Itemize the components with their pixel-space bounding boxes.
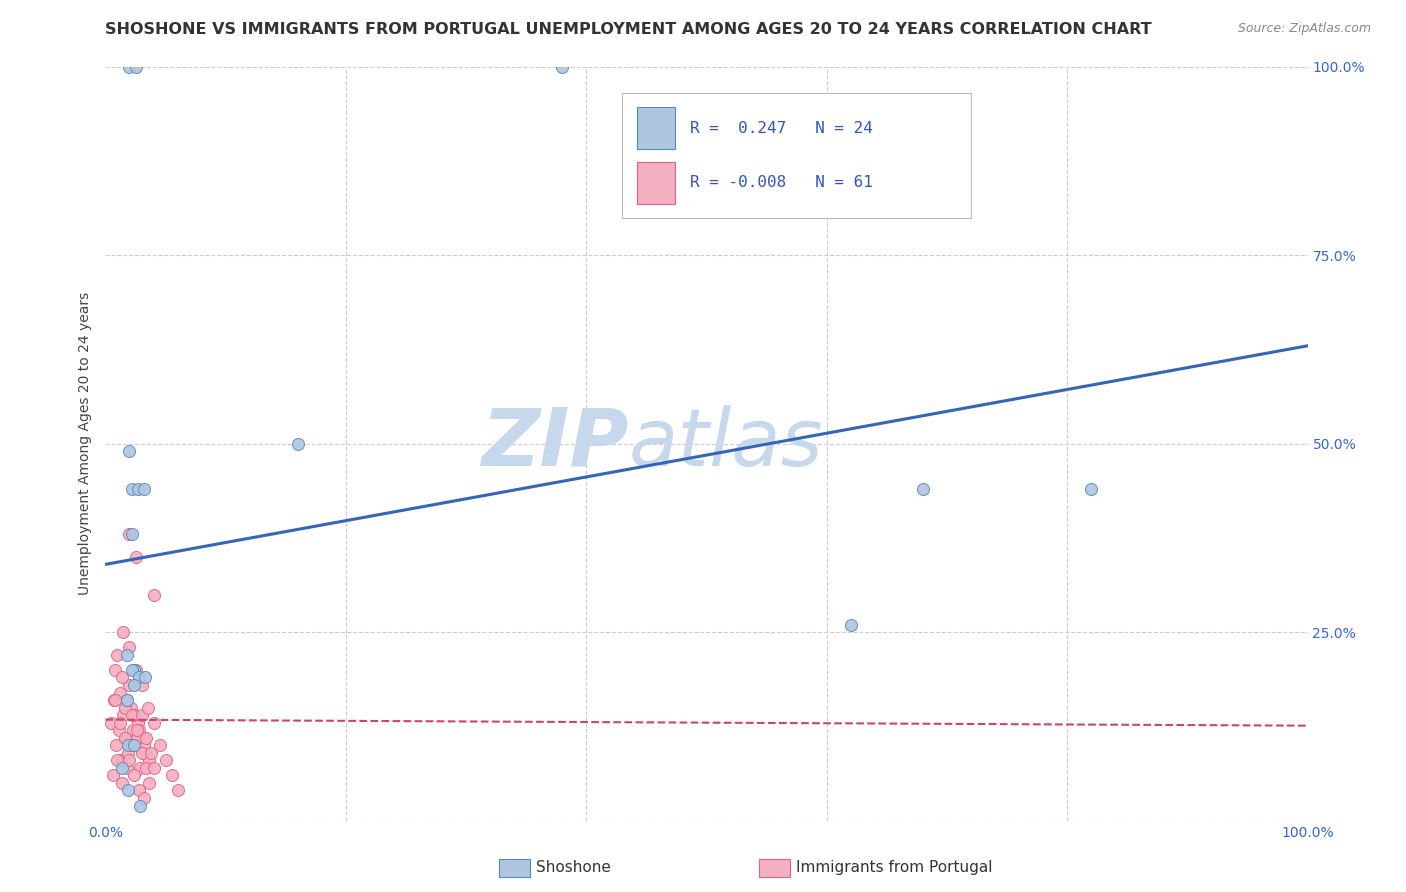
Point	[124, 549, 146, 564]
Text: R =  0.247   N = 24: R = 0.247 N = 24	[690, 120, 873, 136]
Point	[120, 700, 142, 714]
FancyBboxPatch shape	[623, 94, 972, 218]
Point	[112, 625, 135, 640]
Point	[107, 648, 129, 662]
Point	[128, 783, 150, 797]
Point	[134, 746, 156, 760]
Point	[131, 708, 153, 723]
Point	[121, 527, 143, 541]
Bar	[637, 107, 675, 149]
Point	[104, 663, 127, 677]
Point	[129, 761, 152, 775]
Point	[129, 798, 152, 813]
Point	[103, 693, 125, 707]
Text: R = -0.008   N = 61: R = -0.008 N = 61	[690, 176, 873, 190]
Point	[107, 753, 129, 767]
Text: Shoshone: Shoshone	[536, 861, 610, 875]
Point	[122, 723, 145, 738]
Point	[105, 739, 128, 753]
Point	[128, 723, 150, 738]
Point	[911, 482, 934, 496]
Bar	[637, 162, 675, 203]
Point	[121, 482, 143, 496]
Point	[118, 527, 141, 541]
Point	[117, 739, 139, 753]
Point	[100, 715, 122, 730]
Point	[124, 739, 146, 753]
Point	[118, 444, 141, 458]
Point	[104, 693, 127, 707]
Point	[124, 678, 146, 692]
Point	[118, 753, 141, 767]
Point	[139, 746, 162, 760]
Point	[124, 768, 146, 782]
Point	[108, 715, 131, 730]
Point	[142, 761, 165, 775]
Point	[110, 753, 132, 767]
Point	[115, 731, 138, 745]
Text: Immigrants from Portugal: Immigrants from Portugal	[796, 861, 993, 875]
Point	[117, 746, 139, 760]
Point	[127, 715, 149, 730]
Point	[114, 700, 136, 714]
Point	[138, 753, 160, 767]
Point	[131, 678, 153, 692]
Point	[101, 768, 124, 782]
Point	[287, 437, 309, 451]
Point	[114, 731, 136, 745]
Point	[155, 753, 177, 767]
Point	[132, 791, 155, 805]
Point	[115, 648, 138, 662]
Point	[132, 739, 155, 753]
Point	[118, 60, 141, 74]
Y-axis label: Unemployment Among Ages 20 to 24 years: Unemployment Among Ages 20 to 24 years	[79, 293, 93, 595]
Point	[115, 693, 138, 707]
Point	[839, 617, 862, 632]
Point	[121, 739, 143, 753]
Point	[121, 663, 143, 677]
Point	[132, 731, 155, 745]
Point	[115, 693, 138, 707]
Point	[111, 761, 134, 775]
Point	[117, 783, 139, 797]
Point	[111, 670, 134, 684]
Point	[135, 731, 157, 745]
Point	[124, 663, 146, 677]
Point	[148, 739, 170, 753]
Text: ZIP: ZIP	[481, 405, 628, 483]
Point	[121, 708, 143, 723]
Point	[131, 746, 153, 760]
Point	[132, 482, 155, 496]
Point	[118, 678, 141, 692]
Point	[124, 708, 146, 723]
Point	[142, 588, 165, 602]
Point	[124, 60, 146, 74]
Point	[142, 715, 165, 730]
Point	[134, 670, 156, 684]
Point	[166, 783, 188, 797]
Point	[125, 723, 148, 738]
Point	[111, 776, 134, 790]
Point	[124, 739, 146, 753]
Point	[124, 663, 146, 677]
Point	[551, 60, 574, 74]
Point	[107, 723, 129, 738]
Point	[138, 776, 160, 790]
Text: Source: ZipAtlas.com: Source: ZipAtlas.com	[1237, 22, 1371, 36]
Text: SHOSHONE VS IMMIGRANTS FROM PORTUGAL UNEMPLOYMENT AMONG AGES 20 TO 24 YEARS CORR: SHOSHONE VS IMMIGRANTS FROM PORTUGAL UNE…	[105, 22, 1152, 37]
Point	[108, 685, 131, 699]
Point	[118, 640, 141, 655]
Point	[128, 670, 150, 684]
Point	[1080, 482, 1102, 496]
Point	[160, 768, 183, 782]
Point	[135, 761, 157, 775]
Point	[115, 761, 138, 775]
Point	[127, 482, 149, 496]
Point	[125, 731, 148, 745]
Point	[112, 708, 135, 723]
Text: atlas: atlas	[628, 405, 823, 483]
Point	[136, 700, 159, 714]
